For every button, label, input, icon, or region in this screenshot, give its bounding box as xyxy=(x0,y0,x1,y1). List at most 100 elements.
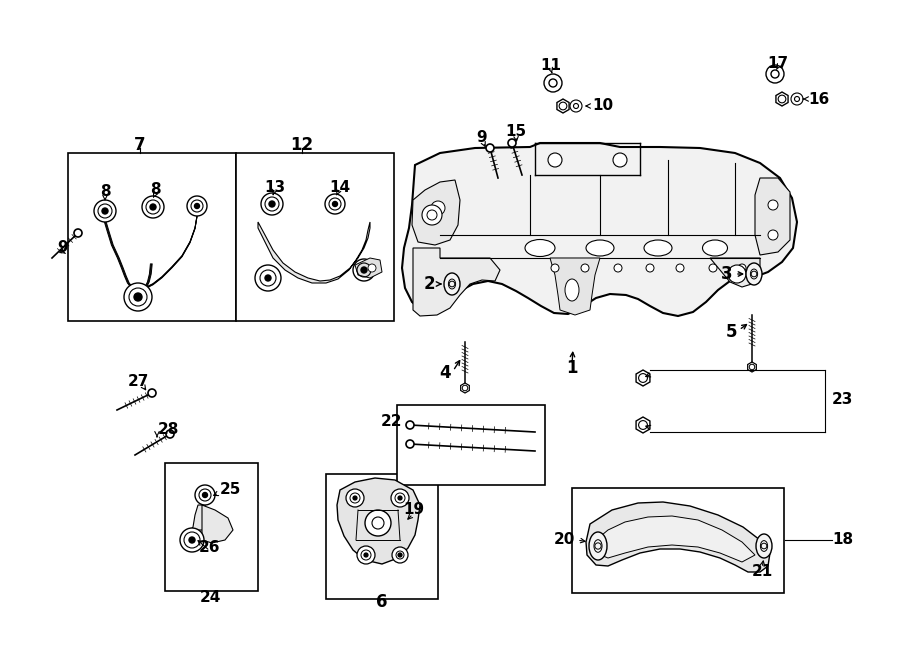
Circle shape xyxy=(768,200,778,210)
Polygon shape xyxy=(748,362,756,372)
Circle shape xyxy=(134,293,142,301)
Circle shape xyxy=(353,259,375,281)
Circle shape xyxy=(180,528,204,552)
Ellipse shape xyxy=(565,279,579,301)
Circle shape xyxy=(372,517,384,529)
Text: 25: 25 xyxy=(220,483,241,498)
Text: 7: 7 xyxy=(134,136,146,154)
Circle shape xyxy=(102,208,108,214)
Circle shape xyxy=(570,100,582,112)
Circle shape xyxy=(728,265,746,283)
Circle shape xyxy=(332,202,338,206)
Polygon shape xyxy=(557,99,569,113)
Polygon shape xyxy=(596,516,755,562)
Text: 10: 10 xyxy=(592,98,613,114)
Text: 4: 4 xyxy=(439,364,451,382)
Circle shape xyxy=(74,229,82,237)
Bar xyxy=(68,153,236,321)
Circle shape xyxy=(392,547,408,563)
Text: 16: 16 xyxy=(808,93,829,108)
Circle shape xyxy=(431,201,445,215)
Text: 28: 28 xyxy=(158,422,179,438)
Text: 22: 22 xyxy=(381,414,402,430)
Circle shape xyxy=(549,79,557,87)
Circle shape xyxy=(544,74,562,92)
Text: 27: 27 xyxy=(127,375,148,389)
Ellipse shape xyxy=(444,273,460,295)
Circle shape xyxy=(361,267,367,273)
Circle shape xyxy=(261,193,283,215)
Circle shape xyxy=(202,492,208,498)
Text: 23: 23 xyxy=(832,393,853,407)
Text: 1: 1 xyxy=(566,359,578,377)
Circle shape xyxy=(795,97,799,102)
Circle shape xyxy=(508,139,516,147)
Ellipse shape xyxy=(644,240,672,256)
Circle shape xyxy=(771,70,779,78)
Circle shape xyxy=(124,283,152,311)
Circle shape xyxy=(391,489,409,507)
Polygon shape xyxy=(776,92,788,106)
Text: 24: 24 xyxy=(199,590,220,605)
Ellipse shape xyxy=(703,240,727,256)
Circle shape xyxy=(364,553,368,557)
Circle shape xyxy=(676,264,684,272)
Circle shape xyxy=(357,546,375,564)
Polygon shape xyxy=(755,178,790,255)
Text: 18: 18 xyxy=(832,533,853,547)
Circle shape xyxy=(353,496,357,500)
Circle shape xyxy=(406,440,414,448)
Circle shape xyxy=(406,421,414,429)
Text: 14: 14 xyxy=(329,180,351,196)
Polygon shape xyxy=(636,417,650,433)
Bar xyxy=(165,463,258,591)
Text: 2: 2 xyxy=(423,275,435,293)
Circle shape xyxy=(368,264,376,272)
Ellipse shape xyxy=(756,534,772,558)
Circle shape xyxy=(195,485,215,505)
Circle shape xyxy=(709,264,717,272)
Circle shape xyxy=(551,264,559,272)
Circle shape xyxy=(768,230,778,240)
Text: 17: 17 xyxy=(768,56,788,71)
Circle shape xyxy=(255,265,281,291)
Ellipse shape xyxy=(746,263,762,285)
Polygon shape xyxy=(412,180,460,245)
Circle shape xyxy=(614,264,622,272)
Polygon shape xyxy=(413,248,500,316)
Circle shape xyxy=(646,264,654,272)
Polygon shape xyxy=(355,258,382,278)
Circle shape xyxy=(189,537,195,543)
Text: 12: 12 xyxy=(291,136,313,154)
Circle shape xyxy=(573,104,579,108)
Circle shape xyxy=(142,196,164,218)
Circle shape xyxy=(548,153,562,167)
Text: 19: 19 xyxy=(403,502,425,518)
Ellipse shape xyxy=(525,239,555,256)
Polygon shape xyxy=(461,383,469,393)
Bar xyxy=(397,405,545,485)
Polygon shape xyxy=(192,505,208,530)
Text: 8: 8 xyxy=(149,182,160,198)
Circle shape xyxy=(766,65,784,83)
Text: 13: 13 xyxy=(265,180,285,196)
Polygon shape xyxy=(258,222,370,283)
Text: 11: 11 xyxy=(541,59,562,73)
Polygon shape xyxy=(710,258,760,287)
Circle shape xyxy=(187,196,207,216)
Polygon shape xyxy=(402,143,797,316)
Polygon shape xyxy=(337,478,420,564)
Circle shape xyxy=(265,275,271,281)
Circle shape xyxy=(194,204,200,208)
Polygon shape xyxy=(550,258,600,315)
Polygon shape xyxy=(586,502,770,572)
Bar xyxy=(236,153,394,321)
Text: 21: 21 xyxy=(752,564,772,580)
Circle shape xyxy=(148,389,156,397)
Text: 20: 20 xyxy=(554,533,575,547)
Text: 8: 8 xyxy=(100,184,111,200)
Circle shape xyxy=(738,264,746,272)
Circle shape xyxy=(422,205,442,225)
Text: 26: 26 xyxy=(199,541,220,555)
Circle shape xyxy=(365,510,391,536)
